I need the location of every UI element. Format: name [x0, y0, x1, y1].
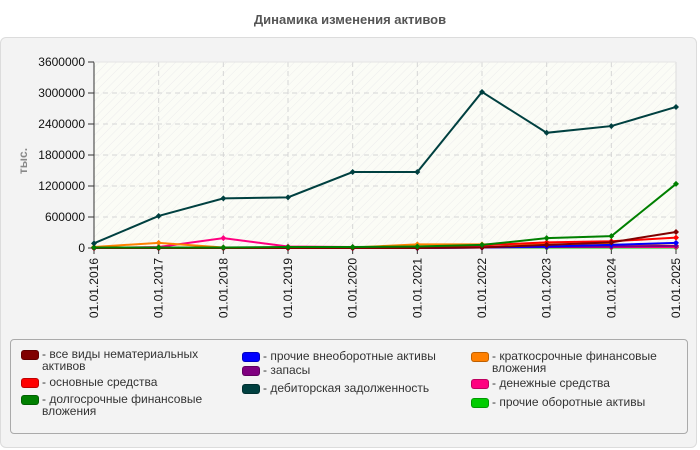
line-chart: 01.01.2016 01.01.2017 01.01.2018 01.01.2019… [38, 55, 683, 318]
y-tick-label: 600000 [45, 210, 85, 224]
data-point-marker [349, 243, 356, 250]
legend-item-other-noncurrent[interactable]: - прочие внеоборотные активы [242, 350, 436, 362]
x-tick-label: 01.01.2024 [604, 258, 618, 318]
legend-item-cash[interactable]: - денежные средства [471, 377, 610, 389]
y-axis-labels: 0 600000 1200000 1800000 2400000 3000000 36000… [38, 55, 85, 255]
legend-item-intangibles[interactable]: - все виды нематериальных активов [21, 348, 198, 372]
legend: - все виды нематериальных активов - осно… [10, 339, 688, 434]
data-point-marker [543, 129, 550, 136]
y-tick-label: 3000000 [38, 86, 85, 100]
data-point-marker [220, 195, 227, 202]
y-tick-label: 1800000 [38, 148, 85, 162]
data-point-marker [543, 235, 550, 242]
y-tick-label: 2400000 [38, 117, 85, 131]
legend-label: - денежные средства [492, 376, 610, 390]
legend-swatch [21, 395, 39, 405]
y-tick-label: 0 [78, 241, 85, 255]
data-point-marker [414, 169, 421, 176]
legend-swatch [471, 379, 489, 389]
data-point-marker [673, 242, 679, 249]
data-point-marker [155, 212, 162, 219]
data-point-marker [414, 243, 421, 250]
legend-swatch [21, 378, 39, 388]
data-point-marker [673, 180, 679, 187]
y-axis-label: тыс. [16, 147, 31, 175]
data-point-marker [673, 239, 679, 246]
legend-swatch [242, 366, 260, 376]
data-point-marker [673, 234, 679, 241]
x-axis-labels: 01.01.2016 01.01.2017 01.01.2018 01.01.2019… [87, 258, 683, 318]
legend-swatch [21, 350, 39, 360]
x-tick-label: 01.01.2020 [346, 258, 360, 318]
legend-item-receivables[interactable]: - дебиторская задолженность [242, 382, 429, 394]
x-tick-label: 01.01.2022 [475, 258, 489, 318]
data-point-marker [673, 103, 679, 110]
data-point-marker [479, 88, 485, 95]
x-tick-label: 01.01.2017 [152, 258, 166, 318]
data-point-marker [220, 244, 227, 251]
data-point-marker [285, 243, 291, 250]
x-tick-label: 01.01.2023 [540, 258, 554, 318]
chart-title: Динамика изменения активов [253, 12, 447, 27]
legend-item-long-term-investments[interactable]: - долгосрочные финансовые вложения [21, 393, 202, 417]
legend-label: - все виды нематериальных активов [42, 347, 199, 373]
legend-item-other-current[interactable]: - прочие оборотные активы [471, 396, 645, 408]
legend-item-short-term-investments[interactable]: - краткосрочные финансовые вложения [471, 350, 657, 374]
x-tick-label: 01.01.2016 [87, 258, 101, 318]
legend-item-inventory[interactable]: - запасы [242, 364, 310, 376]
legend-label: - долгосрочные финансовые вложения [42, 392, 203, 418]
data-point-marker [155, 244, 162, 251]
data-point-marker [349, 169, 356, 176]
series-line [94, 183, 677, 249]
legend-label: - прочие оборотные активы [492, 395, 646, 409]
legend-swatch [242, 352, 260, 362]
data-point-marker [285, 194, 291, 201]
data-point-marker [608, 239, 615, 246]
data-point-marker [91, 240, 97, 247]
series-lines [91, 88, 679, 251]
data-point-marker [543, 241, 550, 248]
legend-label: - прочие внеоборотные активы [263, 349, 436, 363]
legend-label: - краткосрочные финансовые вложения [492, 349, 657, 375]
y-tick-label: 3600000 [38, 55, 85, 69]
y-tick-label: 1200000 [38, 179, 85, 193]
legend-swatch [242, 384, 260, 394]
data-point-marker [673, 228, 679, 235]
legend-label: - основные средства [42, 375, 158, 389]
legend-label: - дебиторская задолженность [263, 381, 430, 395]
data-point-marker [220, 235, 227, 242]
data-point-marker [608, 123, 615, 130]
legend-item-fixed-assets[interactable]: - основные средства [21, 376, 157, 388]
x-tick-label: 01.01.2019 [281, 258, 295, 318]
series-line [93, 90, 677, 245]
x-tick-label: 01.01.2021 [410, 258, 424, 318]
legend-swatch [471, 398, 489, 408]
legend-label: - запасы [263, 363, 311, 377]
data-point-marker [479, 241, 485, 248]
data-point-marker [155, 239, 162, 246]
data-point-marker [608, 233, 615, 240]
x-tick-label: 01.01.2025 [669, 258, 683, 318]
legend-swatch [471, 352, 489, 362]
data-point-marker [91, 244, 97, 251]
x-tick-label: 01.01.2018 [216, 258, 230, 318]
